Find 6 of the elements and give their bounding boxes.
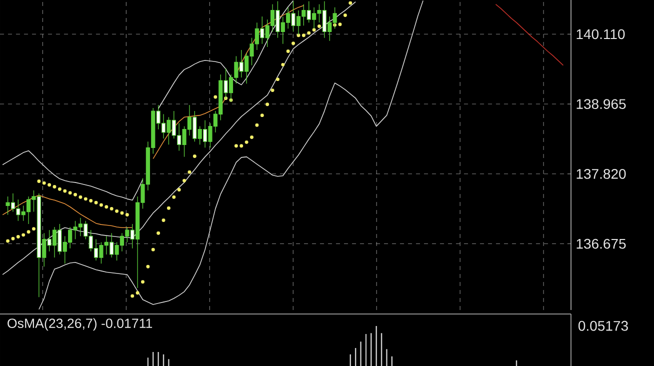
y-tick-label: 137.820 bbox=[576, 168, 626, 179]
chart-title: OsMA(23,26,7) -0.01711 bbox=[8, 318, 152, 331]
text: 0.05173 bbox=[578, 320, 628, 331]
y-tick-label: 140.110 bbox=[576, 29, 625, 40]
y-tick-label: 136.675 bbox=[576, 238, 626, 249]
y-tick-label: 138.965 bbox=[576, 99, 626, 109]
